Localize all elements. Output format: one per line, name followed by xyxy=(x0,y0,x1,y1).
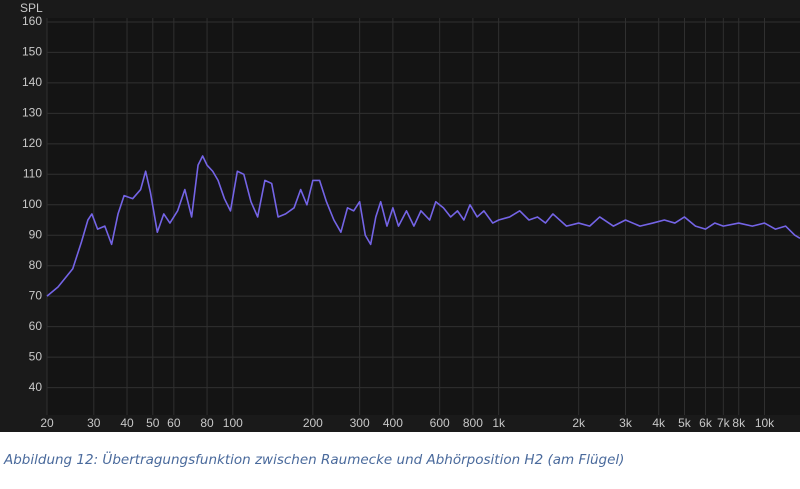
line xyxy=(46,155,800,297)
y-tick-label: 130 xyxy=(22,106,42,120)
x-tick-label: 50 xyxy=(146,416,160,430)
x-tick-label: 80 xyxy=(200,416,214,430)
y-tick-label: 110 xyxy=(23,166,42,180)
x-tick-label: 20 xyxy=(40,416,54,430)
y-tick-label: 100 xyxy=(22,197,42,211)
x-tick-label: 30 xyxy=(87,416,101,430)
x-tick-label: 4k xyxy=(652,416,666,430)
x-tick-label: 800 xyxy=(463,416,483,430)
y-tick-label: 70 xyxy=(29,288,43,302)
x-tick-label: 2k xyxy=(572,416,586,430)
x-tick-label: 100 xyxy=(223,416,243,430)
plot-area xyxy=(47,18,800,415)
chart: SPL 40 50 60 70 80 90 100 110 120 130 140 150 160 20 3… xyxy=(0,0,800,432)
y-tick-label: 120 xyxy=(22,136,42,150)
y-tick-label: 150 xyxy=(22,45,42,59)
y-tick-label: 80 xyxy=(29,258,43,272)
x-tick-label: 7k xyxy=(717,416,731,430)
x-tick-label: 40 xyxy=(120,416,134,430)
x-tick-label: 200 xyxy=(303,416,323,430)
y-tick-label: 140 xyxy=(22,75,42,89)
x-tick-label: 300 xyxy=(350,416,370,430)
x-tick-label: 6k xyxy=(699,416,713,430)
y-tick-label: 90 xyxy=(29,227,43,241)
x-tick-label: 5k xyxy=(678,416,692,430)
caption: Abbildung 12: Übertragungsfunktion zwisc… xyxy=(4,452,625,468)
y-tick-label: 40 xyxy=(29,380,43,394)
x-tick-label: 3k xyxy=(619,416,633,430)
y-tick-label: 50 xyxy=(29,349,43,363)
y-axis-label: SPL xyxy=(20,1,43,15)
x-tick-label: 10k xyxy=(755,416,775,430)
x-tick-label: 600 xyxy=(430,416,450,430)
x-tick-label: 60 xyxy=(167,416,181,430)
x-tick-label: 8k xyxy=(732,416,746,430)
y-tick-label: 160 xyxy=(22,14,42,28)
x-tick-label: 400 xyxy=(383,416,403,430)
x-tick-label: 1k xyxy=(492,416,506,430)
y-tick-label: 60 xyxy=(29,319,43,333)
